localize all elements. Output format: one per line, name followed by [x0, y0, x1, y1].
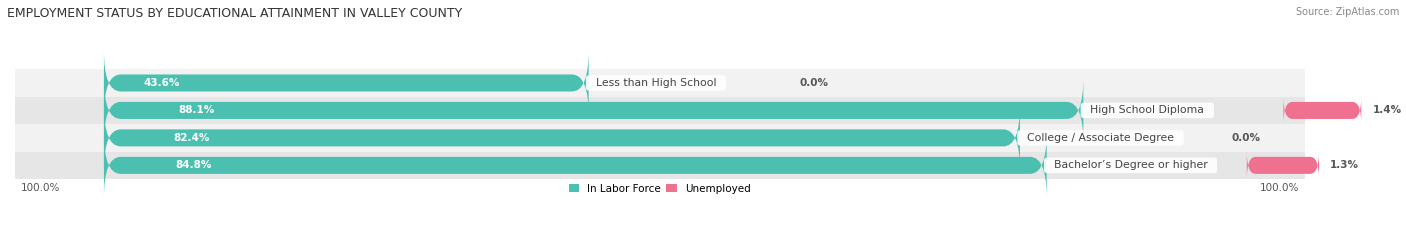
- FancyBboxPatch shape: [1284, 97, 1361, 124]
- Text: 84.8%: 84.8%: [176, 160, 212, 170]
- Text: High School Diploma: High School Diploma: [1084, 106, 1211, 115]
- Text: 0.0%: 0.0%: [800, 78, 830, 88]
- FancyBboxPatch shape: [104, 133, 1046, 198]
- Legend: In Labor Force, Unemployed: In Labor Force, Unemployed: [565, 180, 755, 198]
- Text: EMPLOYMENT STATUS BY EDUCATIONAL ATTAINMENT IN VALLEY COUNTY: EMPLOYMENT STATUS BY EDUCATIONAL ATTAINM…: [7, 7, 463, 20]
- Bar: [15, 97, 1305, 124]
- FancyBboxPatch shape: [104, 105, 1019, 171]
- Text: 100.0%: 100.0%: [1260, 183, 1299, 193]
- Text: 0.0%: 0.0%: [1232, 133, 1260, 143]
- Text: 1.3%: 1.3%: [1330, 160, 1360, 170]
- Text: 43.6%: 43.6%: [143, 78, 180, 88]
- Text: 1.4%: 1.4%: [1372, 106, 1402, 115]
- Bar: [15, 124, 1305, 152]
- Text: College / Associate Degree: College / Associate Degree: [1019, 133, 1181, 143]
- Bar: [15, 152, 1305, 179]
- FancyBboxPatch shape: [104, 78, 1084, 143]
- Text: Bachelor’s Degree or higher: Bachelor’s Degree or higher: [1046, 160, 1215, 170]
- Bar: [15, 69, 1305, 97]
- Text: 82.4%: 82.4%: [173, 133, 209, 143]
- Text: Source: ZipAtlas.com: Source: ZipAtlas.com: [1295, 7, 1399, 17]
- FancyBboxPatch shape: [104, 50, 589, 116]
- FancyBboxPatch shape: [1247, 152, 1319, 179]
- Text: 100.0%: 100.0%: [21, 183, 60, 193]
- Text: Less than High School: Less than High School: [589, 78, 723, 88]
- Text: 88.1%: 88.1%: [179, 106, 214, 115]
